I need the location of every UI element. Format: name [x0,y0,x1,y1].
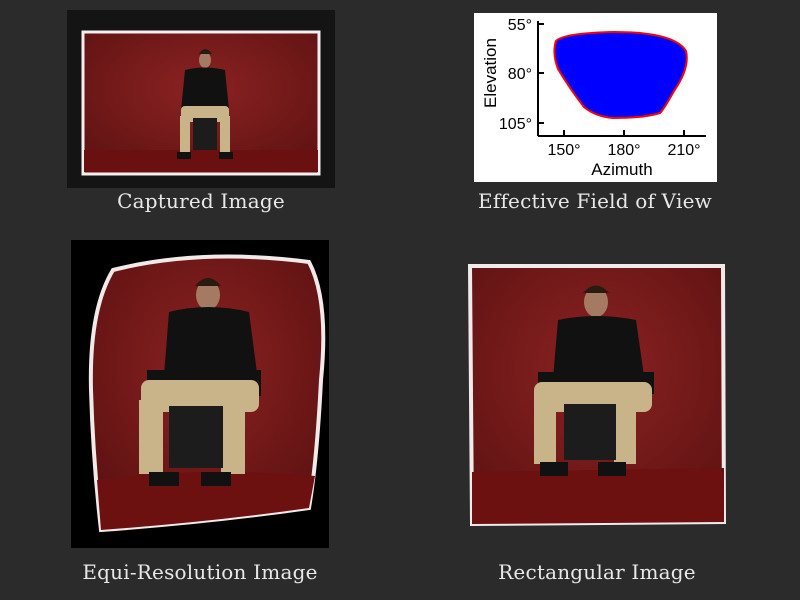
equi-resolution-image [71,240,329,548]
captured-image [67,10,335,188]
fov-region [553,30,688,120]
x-tick-210: 210° [667,142,700,159]
person-figure [534,285,654,476]
x-tick-180: 180° [607,142,640,159]
y-tick-55: 55° [508,17,532,34]
y-tick-80: 80° [508,66,532,83]
caption-equi-resolution: Equi-Resolution Image [82,560,318,584]
y-axis-label: Elevation [481,38,500,108]
x-axis-label: Azimuth [591,160,652,179]
x-tick-150: 150° [547,142,580,159]
caption-captured-image: Captured Image [117,189,285,213]
person-figure [177,49,233,159]
rectangular-image [468,264,726,526]
y-tick-105: 105° [499,116,532,133]
caption-fov: Effective Field of View [478,189,712,213]
person-figure [139,278,261,486]
caption-rectangular: Rectangular Image [498,560,696,584]
fov-plot: 55° 80° 105° 150° 180° 210° Azimuth Elev… [474,13,717,182]
